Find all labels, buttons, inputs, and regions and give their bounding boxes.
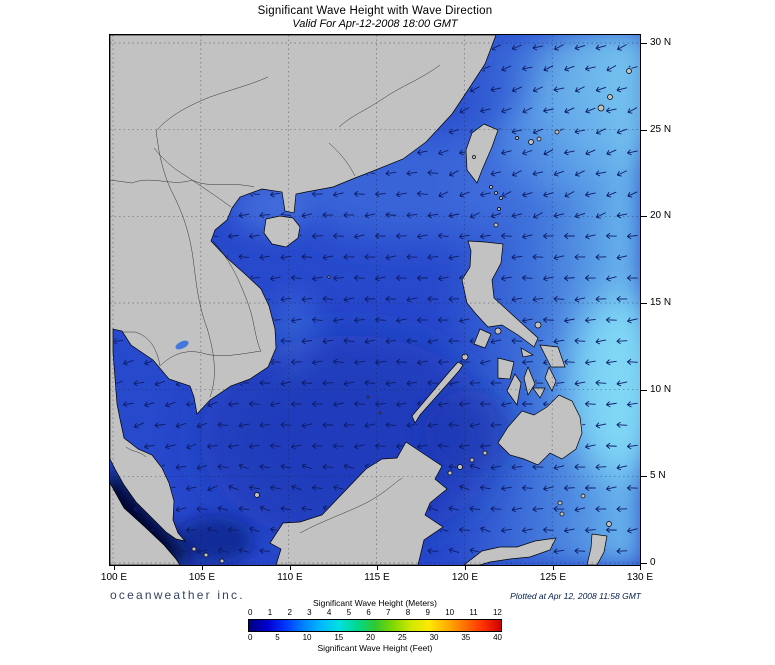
colorbar: [248, 619, 502, 632]
meters-tick: 7: [386, 608, 391, 617]
longitude-axis: 100 E 105 E 110 E 115 E 120 E 125 E 130 E: [0, 565, 775, 588]
lat-label: 30 N: [641, 37, 690, 48]
lon-label: 110 E: [265, 565, 315, 583]
meters-tick: 8: [405, 608, 411, 617]
legend-feet-ticks: 0 5 10 15 20 25 30 35 40: [248, 633, 502, 643]
lon-label: 105 E: [177, 565, 227, 583]
lat-label: 0: [641, 557, 690, 568]
header: Significant Wave Height with Wave Direct…: [110, 5, 640, 30]
feet-tick: 5: [275, 633, 280, 642]
feet-tick: 10: [302, 633, 312, 642]
legend-feet-title: Significant Wave Height (Feet): [317, 643, 433, 653]
lat-label: 25 N: [641, 124, 690, 135]
lon-label: 100 E: [89, 565, 139, 583]
oceanweather-branding: oceanweather inc.: [110, 588, 245, 602]
feet-tick: 20: [366, 633, 375, 642]
legend-meters-ticks: 0 1 2 3 4 5 6 7 8 9 10 11 12: [248, 608, 502, 618]
lat-label: 5 N: [641, 470, 690, 481]
grid-layer: [110, 35, 640, 565]
feet-tick: 40: [493, 633, 502, 642]
meters-tick: 12: [492, 608, 502, 617]
page-title: Significant Wave Height with Wave Direct…: [257, 5, 493, 17]
latitude-axis: 30 N 25 N 20 N 15 N 10 N 5 N 0: [641, 0, 695, 665]
meters-tick: 6: [366, 608, 371, 617]
meters-tick: 3: [307, 608, 312, 617]
lat-label: 15 N: [641, 297, 690, 308]
plotted-timestamp: Plotted at Apr 12, 2008 11:58 GMT: [510, 591, 641, 601]
meters-tick: 1: [267, 608, 273, 617]
meters-tick: 10: [445, 608, 455, 617]
meters-tick: 2: [287, 608, 292, 617]
meters-tick: 0: [248, 608, 253, 617]
meters-tick: 4: [326, 608, 332, 617]
lon-label: 125 E: [528, 565, 578, 583]
wave-map: [109, 34, 641, 566]
meters-tick: 11: [469, 608, 478, 617]
lat-label: 20 N: [641, 210, 690, 221]
feet-tick: 15: [334, 633, 344, 642]
feet-tick: 35: [461, 633, 471, 642]
lon-label: 130 E: [615, 565, 665, 583]
feet-tick: 25: [397, 633, 407, 642]
map-svg: [110, 35, 640, 565]
lon-label: 120 E: [440, 565, 490, 583]
page-subtitle: Valid For Apr-12-2008 18:00 GMT: [292, 18, 458, 30]
meters-tick: 5: [346, 608, 352, 617]
feet-tick: 0: [248, 633, 253, 642]
feet-tick: 30: [429, 633, 439, 642]
lon-label: 115 E: [352, 565, 402, 583]
legend-meters-title: Significant Wave Height (Meters): [313, 598, 437, 608]
lat-label: 10 N: [641, 384, 690, 395]
borders-layer: [110, 64, 441, 534]
meters-tick: 9: [425, 608, 430, 617]
